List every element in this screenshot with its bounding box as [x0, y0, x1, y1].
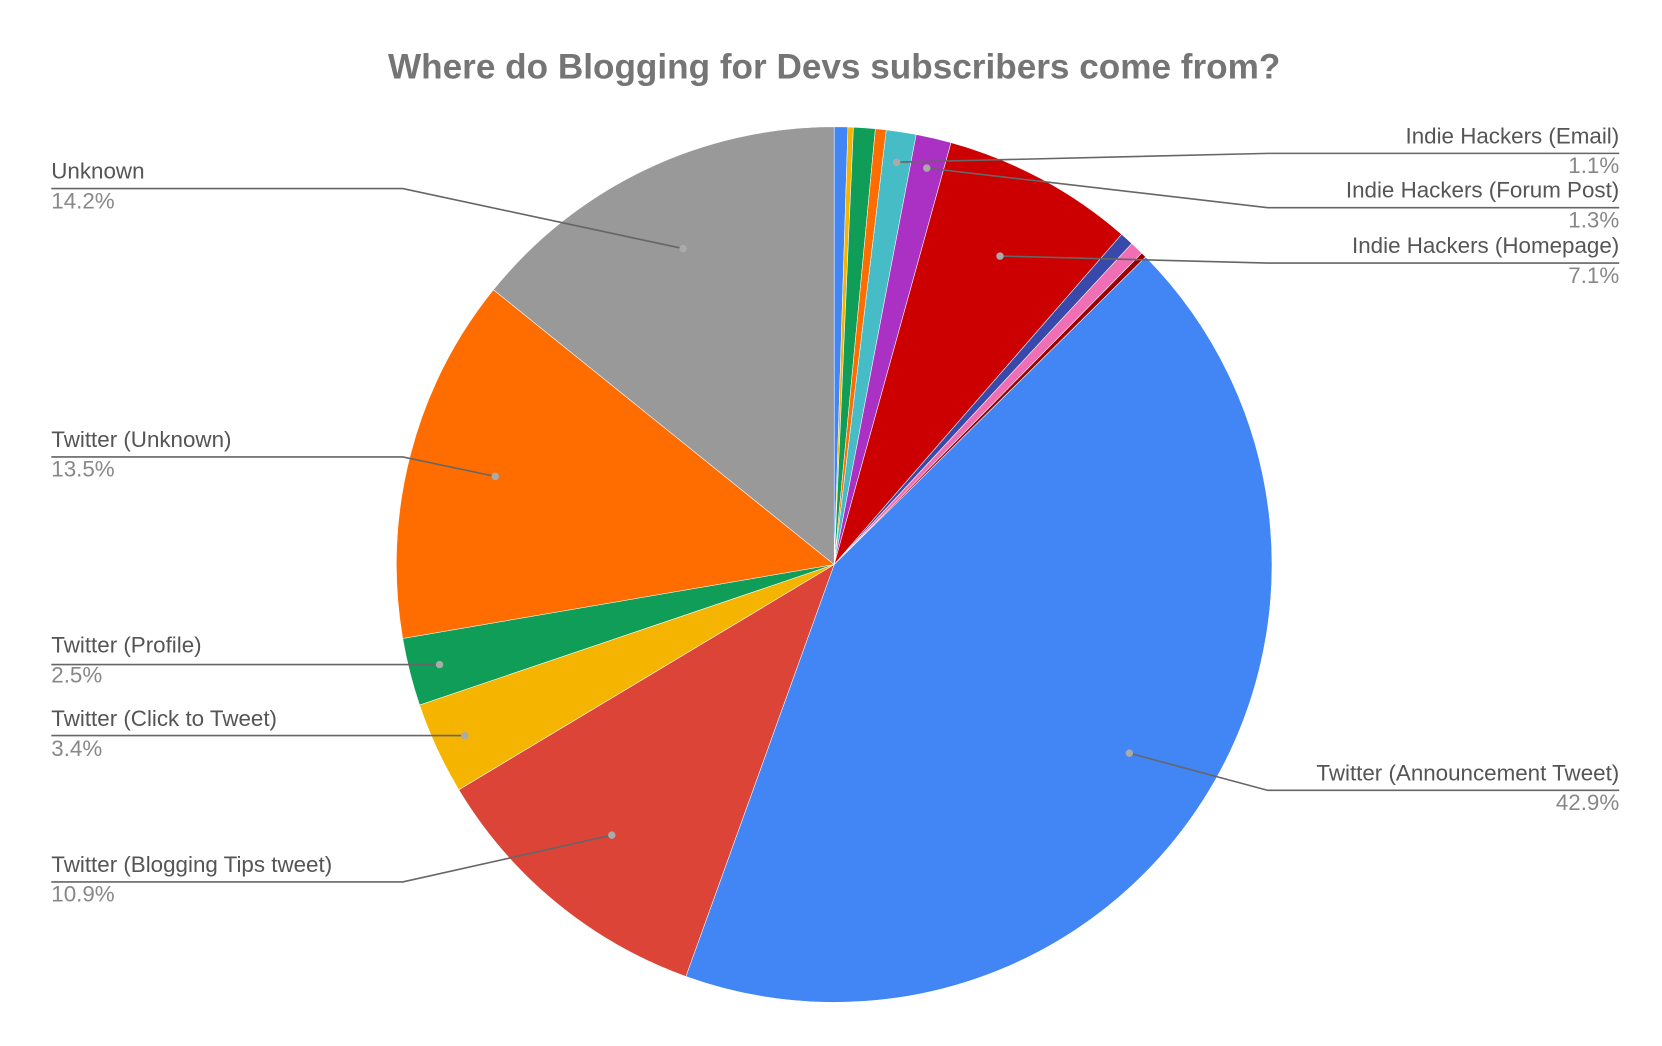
leader-line: [999, 255, 1620, 264]
leader-line: [51, 456, 496, 478]
slice-label: Unknown: [51, 158, 144, 183]
leader-line: [926, 167, 1620, 209]
leader-line: [896, 152, 1620, 164]
leader-dot: [996, 252, 1004, 260]
slice-value-label: 2.5%: [51, 662, 102, 687]
pie-slice: [833, 142, 1123, 565]
slice-label: Twitter (Click to Tweet): [51, 706, 277, 731]
leader-dot: [923, 164, 931, 172]
slice-value-label: 13.5%: [51, 457, 115, 482]
leader-dot: [608, 831, 616, 839]
slice-value-label: 10.9%: [51, 882, 115, 907]
leader-line: [51, 834, 612, 883]
pie-slice: [396, 289, 835, 639]
leader-dot: [435, 660, 444, 669]
leader-line: [51, 187, 684, 250]
leader-dot: [679, 244, 687, 253]
leader-line: [1129, 752, 1620, 792]
slice-label: Twitter (Announcement Tweet): [1316, 760, 1619, 785]
slice-label: Twitter (Unknown): [51, 427, 231, 452]
slice-value-label: 42.9%: [1556, 790, 1620, 815]
slice-label: Twitter (Blogging Tips tweet): [51, 852, 332, 877]
pie-slice: [685, 256, 1273, 1003]
slice-label: Indie Hackers (Email): [1406, 123, 1620, 148]
slice-value-label: 7.1%: [1568, 263, 1619, 288]
slice-value-label: 1.3%: [1568, 207, 1619, 232]
slice-value-label: 1.1%: [1568, 153, 1619, 178]
slice-value-label: 14.2%: [51, 188, 115, 213]
pie-slice: [493, 126, 835, 566]
slice-label: Indie Hackers (Homepage): [1352, 233, 1619, 258]
chart-title: Where do Blogging for Devs subscribers c…: [388, 48, 1280, 87]
leader-dot: [1125, 749, 1134, 757]
slice-label: Twitter (Profile): [51, 632, 201, 657]
leader-dot: [460, 731, 469, 740]
slice-label: Indie Hackers (Forum Post): [1346, 178, 1619, 203]
pie-slice: [458, 563, 835, 977]
leader-dot: [892, 158, 901, 166]
leader-dot: [491, 472, 499, 481]
slice-value-label: 3.4%: [51, 736, 102, 761]
